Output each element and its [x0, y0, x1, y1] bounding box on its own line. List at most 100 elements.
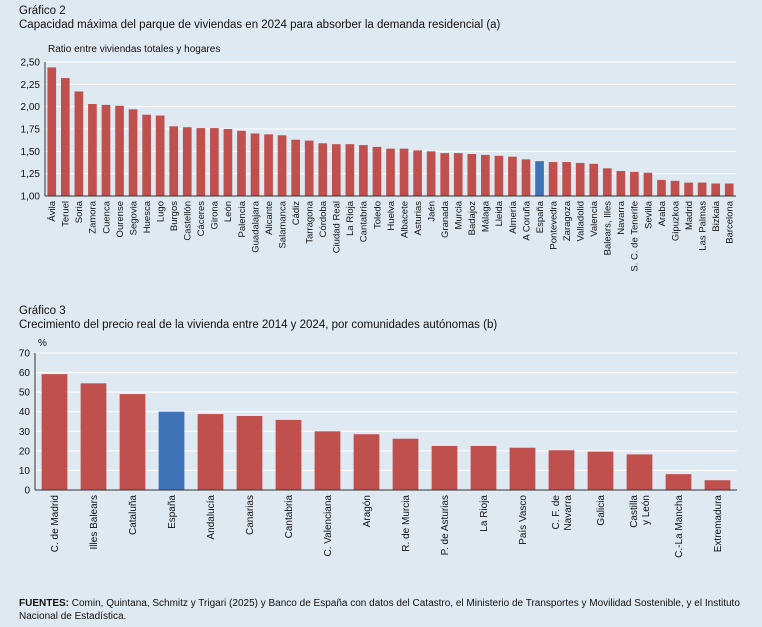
source-note: FUENTES: Comin, Quintana, Schmitz y Trig… — [19, 597, 749, 623]
chart-1-bar — [128, 109, 138, 196]
chart-1-category-label: La Rioja — [345, 200, 356, 236]
chart-1-label: Gráfico 2 — [19, 5, 66, 17]
chart-1-bar — [250, 133, 260, 196]
chart-2-ytick-label: 10 — [19, 466, 31, 477]
chart-1-bar — [277, 135, 287, 196]
chart-2-bar — [470, 445, 497, 490]
chart-1-bar — [47, 67, 57, 196]
source-label: FUENTES: — [19, 598, 69, 609]
chart-1-category-label: Barcelona — [725, 200, 736, 243]
chart-1-title: Capacidad máxima del parque de viviendas… — [19, 19, 501, 31]
chart-1-ylabel: Ratio entre viviendas totales y hogares — [48, 44, 220, 55]
chart-1-bar — [616, 170, 626, 196]
chart-1-ytick-label: 2,00 — [21, 102, 41, 113]
chart-2-bar — [509, 447, 536, 490]
chart-2-bar — [665, 474, 692, 490]
chart-1-bar — [318, 143, 328, 196]
chart-1-bar — [630, 171, 639, 196]
chart-1-category-label: Córdoba — [318, 200, 329, 237]
chart-2-category-label: Cataluña — [128, 495, 139, 535]
chart-1-bar — [494, 155, 504, 196]
chart-2-ylabel: % — [38, 338, 47, 349]
chart-1-bar — [142, 114, 151, 196]
chart-2-ytick-label: 50 — [19, 388, 31, 399]
chart-1-bar — [413, 150, 422, 196]
chart-1-category-label: Valladolid — [576, 201, 587, 242]
chart-1-category-label: España — [535, 200, 546, 233]
chart-1-bar — [481, 154, 490, 196]
chart-1-bar — [372, 146, 382, 196]
chart-1-category-label: Asturias — [413, 201, 424, 236]
chart-1-category-label: Murcia — [454, 200, 465, 229]
chart-1-category-label: Ávila — [47, 200, 58, 221]
chart-2-bar — [314, 431, 341, 490]
chart-1-bar — [657, 179, 666, 196]
chart-2-bar — [353, 434, 380, 490]
chart-1-bar — [155, 115, 165, 196]
chart-2-bar — [197, 414, 224, 490]
chart-1-category-label: Ciudad Real — [332, 201, 343, 253]
chart-1-category-label: Lugo — [155, 201, 166, 222]
chart-1-bar — [575, 162, 585, 196]
chart-1-category-label: Alicante — [264, 201, 275, 235]
chart-1-category-label: Zamora — [88, 200, 99, 233]
chart-1-category-label: Albacete — [399, 201, 410, 238]
chart-1-category-label: Almería — [508, 200, 519, 233]
chart-1-bar — [386, 148, 395, 196]
chart-2-bar — [548, 450, 575, 490]
chart-1-bar — [182, 127, 192, 196]
chart-2: % 0 10 20 30 40 50 60 70 C. de Madrid Illes Balear… — [19, 338, 737, 558]
chart-1-ytick-label: 1,25 — [21, 169, 41, 180]
chart-1-category-label: Palencia — [237, 200, 248, 237]
chart-2-ytick-label: 20 — [19, 446, 31, 457]
chart-1-bar — [697, 182, 707, 196]
chart-1-bar — [521, 159, 531, 196]
chart-1-bar — [115, 105, 124, 196]
chart-1-category-label: León — [223, 201, 234, 222]
chart-1-bar — [453, 153, 463, 196]
chart-2-category-label: R. de Murcia — [401, 495, 412, 552]
chart-1-category-label: Badajoz — [467, 201, 478, 236]
chart-1-category-label: Cuenca — [101, 200, 112, 233]
chart-2-category-label: C. Valenciana — [323, 495, 334, 557]
chart-2-category-label: Aragón — [362, 495, 373, 527]
chart-1-category-label: Castellón — [183, 201, 194, 241]
chart-2-bar — [275, 419, 302, 490]
chart-1-category-label: A Coruña — [521, 200, 532, 240]
chart-1-category-label: Soria — [74, 200, 85, 223]
chart-1-category-label: Lleida — [494, 200, 505, 226]
chart-1-bar — [508, 156, 517, 196]
chart-1-category-label: Navarra — [616, 200, 627, 235]
chart-1-bar — [548, 162, 558, 196]
chart-2-category-label: Illes Balears — [89, 495, 100, 549]
chart-1-bar — [670, 180, 680, 196]
chart-1-bar — [210, 128, 219, 196]
chart-2-bar — [587, 451, 614, 490]
chart-1-bar — [399, 148, 409, 196]
chart-1-category-label: Las Palmas — [697, 201, 708, 251]
chart-2-bar — [158, 411, 185, 490]
chart-1-category-label: Málaga — [481, 200, 492, 232]
chart-1-category-label: Cáceres — [196, 201, 207, 237]
chart-1-bar — [345, 144, 355, 196]
chart-1-category-label: Madrid — [684, 201, 695, 230]
chart-1-category-label: Sevilla — [643, 200, 654, 229]
chart-1-category-label: Guadalajara — [250, 200, 261, 252]
chart-1-bar — [467, 154, 477, 196]
chart-1-category-label: Cantabria — [359, 200, 370, 242]
chart-1-category-label: Balears, Illes — [603, 201, 614, 256]
chart-1-category-label: Segovia — [128, 200, 139, 235]
chart-1-bar — [196, 128, 206, 196]
chart-1-category-label: Huesca — [142, 200, 153, 233]
chart-2-label: Gráfico 3 — [19, 305, 66, 317]
chart-2-category-label: Castillay León — [629, 495, 652, 528]
chart-2-bar — [236, 416, 263, 490]
chart-1-bar — [223, 129, 233, 196]
chart-1-category-label: Gipuzkoa — [670, 200, 681, 241]
chart-1-bar — [724, 183, 734, 196]
chart-1-category-label: Teruel — [61, 201, 72, 227]
chart-2-category-label: Cantabria — [284, 495, 295, 539]
chart-1-bar — [440, 153, 450, 196]
chart-2-ytick-label: 0 — [24, 486, 30, 497]
chart-1-category-label: Granada — [440, 200, 451, 238]
